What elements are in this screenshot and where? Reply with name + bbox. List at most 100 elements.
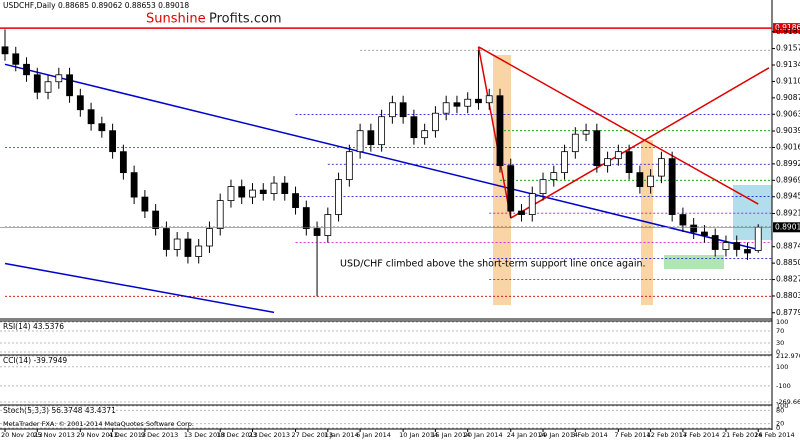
candle-body [76,95,84,111]
candle-body [518,210,525,215]
candle-body [571,133,579,153]
trend-line [510,67,770,219]
panel-tick-label: 100 [776,318,788,326]
candle-body [44,81,52,93]
annotation: USD/CHF climbed above the short-term sup… [340,259,646,270]
y-tick-label: 0.89455 [776,192,800,201]
x-tick-label: 12 Feb 2014 [647,431,687,439]
panel-tick-label: 70 [776,327,784,335]
panel-tick-label: 80 [776,406,784,414]
candle-body [259,189,267,194]
copyright: MetaTrader FXA: © 2001-2014 MetaQuotes S… [3,420,194,428]
y-tick-label: 0.89215 [776,209,800,218]
candle-body [442,102,450,114]
x-tick-label: 3 Feb 2014 [571,431,607,439]
candle-body [335,179,342,215]
candle-body [679,214,687,226]
x-tick-label: 7 Feb 2014 [614,431,650,439]
candle-body [173,238,181,250]
panel-tick-label: 0 [776,424,780,432]
y-tick-label: 0.89925 [776,159,800,168]
panel-tick-label: 212.9701 [776,352,800,360]
y-tick-label: 0.87795 [776,308,800,317]
candle-body [216,200,224,229]
brand-first: Sunshine [146,12,206,27]
candle-body [195,245,203,257]
panel-tick-label: -100 [776,382,791,390]
x-tick-label: 25 Nov 2013 [33,431,75,439]
x-tick-label: 10 Jan 2014 [399,431,438,439]
x-tick-label: 18 Dec 2013 [216,431,258,439]
candle-body [227,186,235,201]
candle-body [539,179,547,194]
x-tick-label: 4 Dec 2013 [109,431,146,439]
candle-body [733,242,741,250]
panel-tick-label: 20 [776,420,784,428]
candle-body [722,242,730,250]
panel-tick-label: -269.6632 [776,398,800,406]
panel-tick-label: 30 [776,339,784,347]
panel-tick-label: 100 [776,402,788,410]
x-tick-label: 23 Dec 2013 [248,431,290,439]
trend-line [4,63,759,251]
x-tick-label: 20 Nov 2013 [1,431,43,439]
candle-body [614,151,622,160]
candle-body [12,53,20,65]
price-badge [773,222,800,233]
candle-body [184,238,192,257]
y-tick-label: 0.91105 [776,76,800,85]
candle-body [302,207,310,229]
panel-label: CCI(14) -39.7949 [3,356,67,365]
candle-body [668,158,676,215]
candle-body [636,172,644,188]
y-tick-label: 0.91575 [776,44,800,53]
trend-line [478,46,759,205]
candle-body [550,172,558,181]
candle-body [485,95,493,104]
candle-body [238,186,246,198]
candle-body [87,109,95,125]
panel-tick-label: 0 [776,348,780,356]
x-tick-label: 29 Jan 2014 [539,431,578,439]
candle-body [281,182,289,194]
candle-body [582,130,590,135]
price-badge [773,23,800,34]
candle-body [55,74,63,83]
candle-body [66,74,73,97]
x-tick-label: 13 Dec 2013 [184,431,226,439]
candle-body [754,226,762,251]
candle-body [528,193,536,215]
x-tick-label: 21 Feb 2014 [722,431,762,439]
candle-body [657,158,665,177]
chart-title: USDCHF,Daily 0.88685 0.89062 0.88653 0.8… [3,1,189,10]
panel-tick-label: 100 [776,363,788,371]
x-tick-label: 26 Feb 2014 [754,431,794,439]
x-tick-label: 24 Jan 2014 [507,431,546,439]
y-tick-label: 0.90635 [776,109,800,118]
candle-body [163,228,170,250]
candle-body [475,98,482,104]
x-tick-label: 29 Nov 2013 [76,431,118,439]
candle-body [313,228,321,236]
candle-body [367,130,375,146]
panel-label: RSI(14) 43.5376 [3,322,64,331]
x-tick-label: 6 Jan 2014 [356,431,391,439]
candle-body [744,249,751,254]
candle-body [33,74,41,93]
candle-body [625,151,633,174]
trend-line [477,46,512,219]
candle-body [109,130,117,153]
y-tick-label: 0.91815 [776,27,800,36]
x-tick-label: 1 Jan 2014 [324,431,359,439]
candle-body [690,224,698,233]
candle-body [130,172,138,198]
candle-body [496,95,504,167]
x-tick-label: 15 Jan 2014 [431,431,470,439]
candle-body [98,123,106,132]
candle-body [604,158,611,167]
